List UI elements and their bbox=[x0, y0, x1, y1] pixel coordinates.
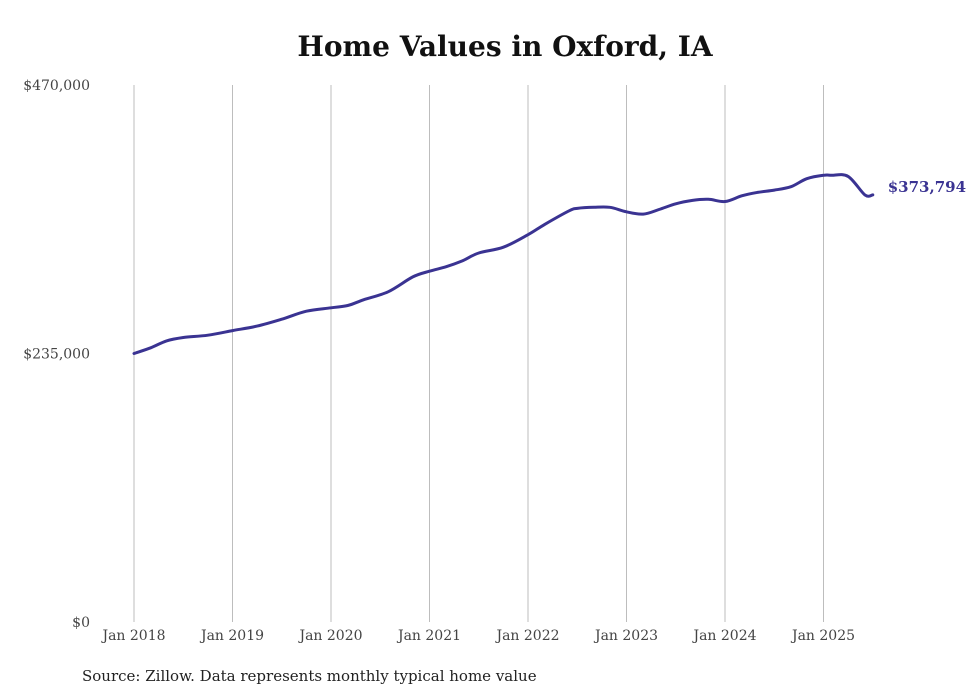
data-point bbox=[608, 206, 611, 209]
data-point bbox=[790, 185, 793, 188]
data-point bbox=[502, 246, 505, 249]
x-tick-label: Jan 2020 bbox=[297, 628, 362, 644]
y-axis-labels: $0 $235,000 $470,000 bbox=[23, 78, 90, 631]
chart-title: Home Values in Oxford, IA bbox=[297, 30, 713, 63]
data-point bbox=[576, 207, 579, 210]
data-point bbox=[691, 199, 694, 202]
data-point bbox=[756, 191, 759, 194]
data-point bbox=[346, 304, 349, 307]
data-point bbox=[182, 336, 185, 339]
data-point bbox=[428, 270, 431, 273]
data-point bbox=[387, 290, 390, 293]
data-point bbox=[256, 325, 259, 328]
data-point bbox=[330, 306, 333, 309]
data-point bbox=[593, 206, 596, 209]
data-point bbox=[362, 298, 365, 301]
x-axis-labels: Jan 2018 Jan 2019 Jan 2020 Jan 2021 Jan 2022… bbox=[100, 628, 855, 644]
x-tick-label: Jan 2022 bbox=[494, 628, 559, 644]
data-point bbox=[625, 210, 628, 213]
x-tick-label: Jan 2024 bbox=[691, 628, 756, 644]
end-value-label: $373,794 bbox=[888, 178, 966, 196]
data-point bbox=[805, 177, 808, 180]
data-point bbox=[461, 260, 464, 263]
data-point bbox=[477, 252, 480, 255]
data-point bbox=[642, 213, 645, 216]
x-tick-label: Jan 2019 bbox=[199, 628, 264, 644]
data-point bbox=[658, 208, 661, 211]
data-point bbox=[724, 200, 727, 203]
data-point bbox=[707, 198, 710, 201]
data-point bbox=[305, 310, 308, 313]
y-tick-label: $470,000 bbox=[23, 78, 90, 94]
data-point bbox=[830, 174, 833, 177]
data-point bbox=[165, 339, 168, 342]
source-note: Source: Zillow. Data represents monthly … bbox=[82, 667, 537, 685]
data-point bbox=[822, 174, 825, 177]
data-point bbox=[740, 194, 743, 197]
data-point bbox=[527, 233, 530, 236]
data-point bbox=[445, 265, 448, 268]
data-point bbox=[149, 346, 152, 349]
x-tick-label: Jan 2021 bbox=[396, 628, 461, 644]
data-point bbox=[863, 193, 866, 196]
data-point bbox=[871, 193, 874, 196]
gridlines bbox=[133, 85, 824, 622]
data-point bbox=[847, 175, 850, 178]
data-point bbox=[231, 329, 234, 332]
data-point bbox=[280, 318, 283, 321]
data-point bbox=[411, 275, 414, 278]
x-tick-label: Jan 2023 bbox=[593, 628, 658, 644]
data-point bbox=[568, 209, 571, 212]
data-point bbox=[543, 223, 546, 226]
data-point bbox=[773, 189, 776, 192]
x-tick-label: Jan 2025 bbox=[790, 628, 855, 644]
series-group: $373,794 bbox=[132, 173, 966, 355]
x-tick-label: Jan 2018 bbox=[100, 628, 165, 644]
series-line bbox=[132, 173, 875, 355]
data-point bbox=[133, 352, 136, 355]
y-tick-label: $0 bbox=[72, 615, 90, 631]
y-tick-label: $235,000 bbox=[23, 347, 90, 363]
data-point bbox=[674, 202, 677, 205]
data-point bbox=[206, 334, 209, 337]
